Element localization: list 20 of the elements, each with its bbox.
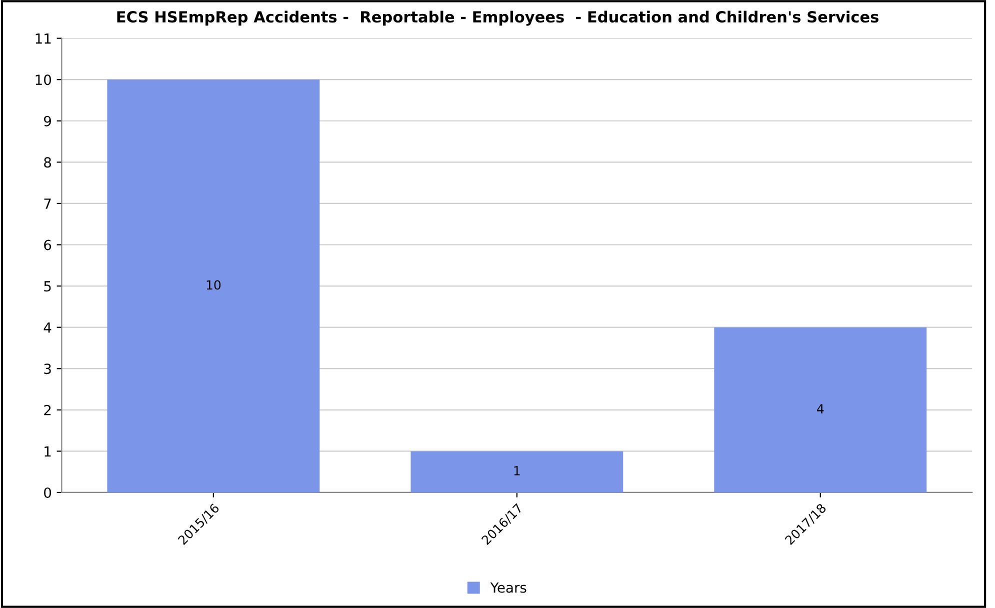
y-tick-label: 4 [44,322,52,333]
y-tick-label: 6 [44,240,52,250]
y-tick-label: 7 [44,198,51,209]
legend-label: Years [490,582,526,593]
y-tick-label: 2 [44,404,51,416]
y-tick-label: 11 [36,33,51,44]
bar [107,80,320,492]
data-label: 10 [206,280,221,290]
bar [410,451,624,492]
y-tick-label: 9 [44,116,51,126]
y-tick-label: 0 [44,487,52,498]
y-tick-label: 10 [36,74,52,86]
bar [714,327,927,492]
data-label: 4 [817,404,824,414]
y-tick-label: 1 [44,446,51,456]
y-tick-label: 3 [44,364,51,374]
data-label: 1 [514,466,520,476]
y-tick-label: 5 [44,281,51,292]
y-tick-label: 8 [44,157,52,168]
chart-title: ECS HSEmpRep Accidents - Reportable - Employees - Education and Children's Services [117,10,878,26]
